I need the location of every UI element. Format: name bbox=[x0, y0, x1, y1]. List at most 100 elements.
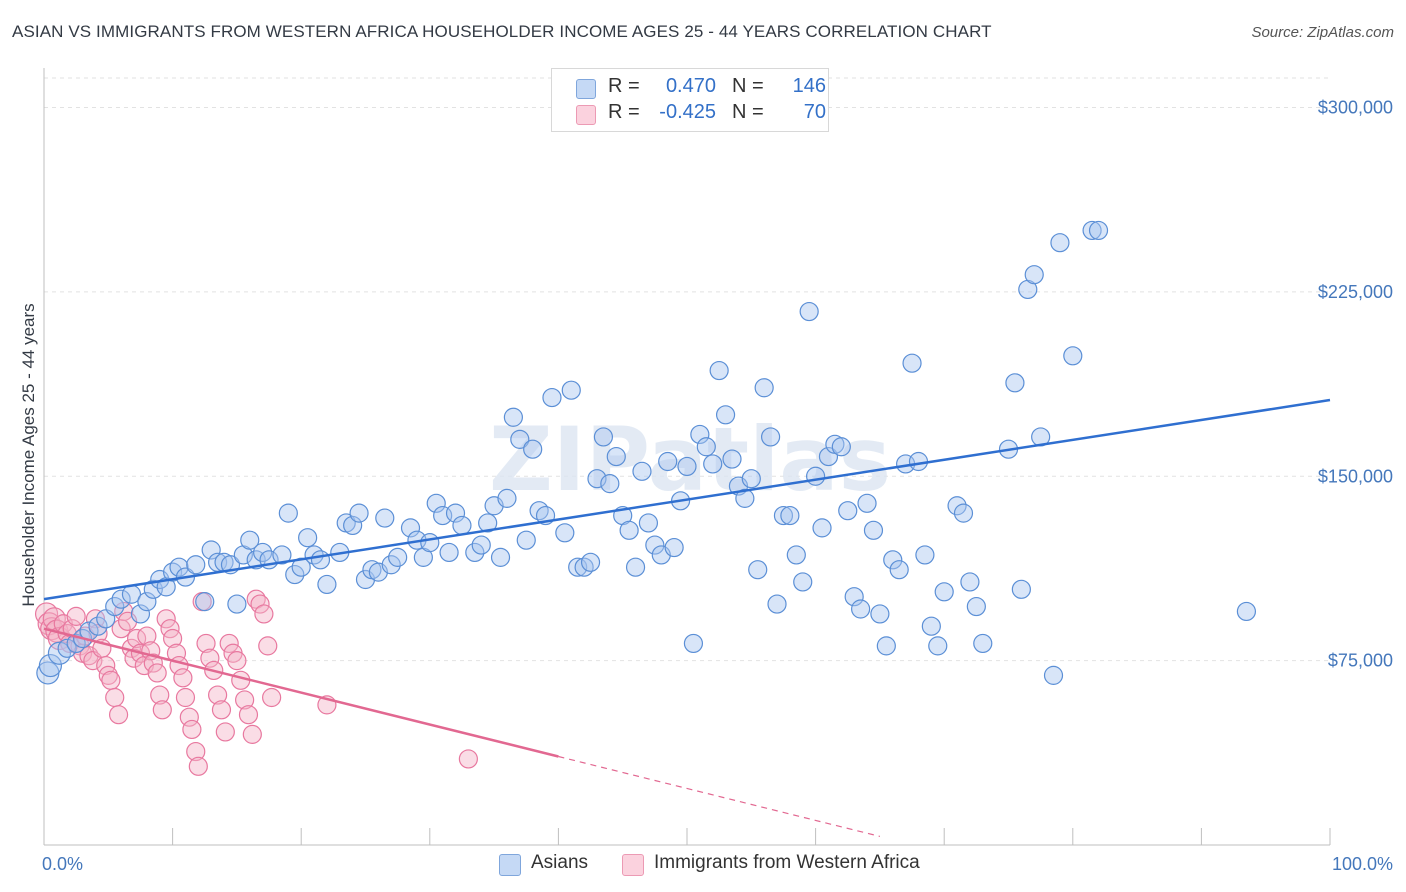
point-immigrants-51 bbox=[200, 648, 220, 668]
point-asians-60 bbox=[471, 535, 491, 555]
point-asians-108 bbox=[786, 545, 806, 565]
point-asians-12 bbox=[130, 604, 151, 624]
trend-line-immigrants-extension bbox=[558, 755, 881, 837]
point-asians-111 bbox=[805, 466, 826, 486]
point-asians-148 bbox=[1236, 601, 1257, 622]
legend-swatch-asians bbox=[576, 79, 596, 99]
point-asians-135 bbox=[966, 596, 986, 617]
point-asians-82 bbox=[619, 520, 639, 540]
point-asians-39 bbox=[317, 574, 337, 595]
chart-title: ASIAN VS IMMIGRANTS FROM WESTERN AFRICA … bbox=[12, 22, 992, 41]
y-tick-label-3: $300,000 bbox=[1318, 98, 1393, 118]
point-asians-68 bbox=[523, 439, 543, 459]
point-immigrants-55 bbox=[215, 722, 235, 742]
point-asians-126 bbox=[902, 353, 922, 373]
y-tick-label-0: $75,000 bbox=[1328, 651, 1393, 671]
point-asians-147 bbox=[1088, 220, 1109, 241]
series-legend: Asians Immigrants from Western Africa bbox=[0, 852, 1406, 878]
point-asians-20 bbox=[186, 555, 206, 575]
x-tick-label-right: 100.0% bbox=[1332, 854, 1393, 874]
point-immigrants-60 bbox=[235, 690, 255, 710]
point-immigrants-10 bbox=[66, 606, 86, 626]
point-asians-79 bbox=[600, 474, 620, 494]
point-asians-123 bbox=[883, 550, 903, 570]
point-asians-38 bbox=[310, 550, 331, 570]
point-asians-22 bbox=[201, 540, 221, 560]
point-asians-59 bbox=[465, 542, 485, 563]
point-asians-84 bbox=[632, 461, 652, 481]
point-immigrants-38 bbox=[156, 609, 176, 629]
trend-lines bbox=[43, 398, 1331, 837]
x-tick-labels: 0.0% 100.0% bbox=[42, 854, 1393, 874]
point-asians-117 bbox=[844, 587, 864, 607]
chart-source: Source: ZipAtlas.com bbox=[1251, 24, 1394, 41]
point-asians-133 bbox=[953, 503, 974, 523]
point-asians-47 bbox=[375, 508, 395, 528]
point-asians-49 bbox=[388, 547, 408, 567]
point-immigrants-58 bbox=[227, 651, 247, 671]
point-asians-1 bbox=[38, 653, 63, 678]
point-asians-124 bbox=[889, 560, 909, 580]
point-immigrants-40 bbox=[163, 628, 183, 649]
point-immigrants-67 bbox=[262, 687, 282, 708]
trend-line-asians bbox=[43, 398, 1331, 601]
point-immigrants-16 bbox=[85, 609, 106, 629]
point-asians-71 bbox=[542, 387, 562, 408]
point-asians-134 bbox=[960, 572, 980, 592]
point-asians-42 bbox=[343, 515, 363, 536]
point-asians-54 bbox=[426, 493, 446, 513]
point-immigrants-44 bbox=[175, 687, 196, 708]
point-asians-102 bbox=[748, 560, 768, 580]
point-asians-144 bbox=[1050, 233, 1070, 253]
watermark: ZIPatlas bbox=[489, 408, 891, 511]
point-asians-7 bbox=[88, 616, 108, 636]
point-asians-66 bbox=[510, 429, 530, 449]
point-asians-109 bbox=[793, 572, 813, 592]
point-immigrants-50 bbox=[196, 633, 216, 654]
point-asians-33 bbox=[278, 503, 298, 523]
point-asians-136 bbox=[973, 633, 993, 654]
point-asians-146 bbox=[1082, 220, 1102, 241]
point-asians-132 bbox=[947, 496, 967, 516]
point-asians-9 bbox=[105, 596, 125, 617]
point-asians-74 bbox=[568, 557, 588, 577]
point-asians-80 bbox=[606, 446, 626, 467]
point-asians-116 bbox=[838, 501, 858, 521]
y-axis-label: Householder Income Ages 25 - 44 years bbox=[19, 303, 38, 606]
legend-n-label: N = bbox=[732, 101, 764, 123]
point-asians-107 bbox=[780, 505, 800, 526]
point-immigrants-61 bbox=[238, 705, 259, 725]
point-asians-105 bbox=[767, 594, 787, 614]
point-immigrants-69 bbox=[458, 749, 478, 769]
point-asians-112 bbox=[812, 518, 832, 538]
point-asians-120 bbox=[863, 520, 884, 540]
point-asians-67 bbox=[516, 530, 536, 550]
point-asians-56 bbox=[439, 542, 459, 563]
point-asians-97 bbox=[715, 405, 736, 425]
x-tick-label-left: 0.0% bbox=[42, 854, 83, 874]
point-immigrants-21 bbox=[101, 670, 121, 690]
point-immigrants-23 bbox=[108, 705, 129, 725]
series-legend-label-asians: Asians bbox=[531, 852, 589, 873]
point-immigrants-32 bbox=[137, 626, 157, 646]
series-immigrants-western-africa bbox=[34, 589, 478, 776]
point-asians-129 bbox=[921, 616, 941, 636]
point-asians-130 bbox=[928, 636, 948, 656]
point-immigrants-22 bbox=[105, 687, 125, 708]
point-asians-64 bbox=[497, 488, 517, 508]
point-asians-73 bbox=[561, 380, 581, 400]
legend-r-value: 0.470 bbox=[665, 75, 716, 97]
trend-line-immigrants bbox=[43, 627, 559, 758]
point-immigrants-54 bbox=[211, 700, 232, 720]
legend-r-value: -0.425 bbox=[659, 101, 716, 123]
point-asians-93 bbox=[690, 424, 710, 445]
point-asians-95 bbox=[703, 454, 723, 474]
point-immigrants-43 bbox=[173, 668, 193, 688]
axes bbox=[43, 68, 1331, 846]
series-legend-label-immigrants: Immigrants from Western Africa bbox=[654, 852, 920, 873]
point-immigrants-48 bbox=[188, 756, 208, 776]
point-asians-36 bbox=[298, 528, 318, 548]
y-tick-label-1: $150,000 bbox=[1318, 466, 1393, 486]
point-asians-94 bbox=[696, 437, 716, 457]
